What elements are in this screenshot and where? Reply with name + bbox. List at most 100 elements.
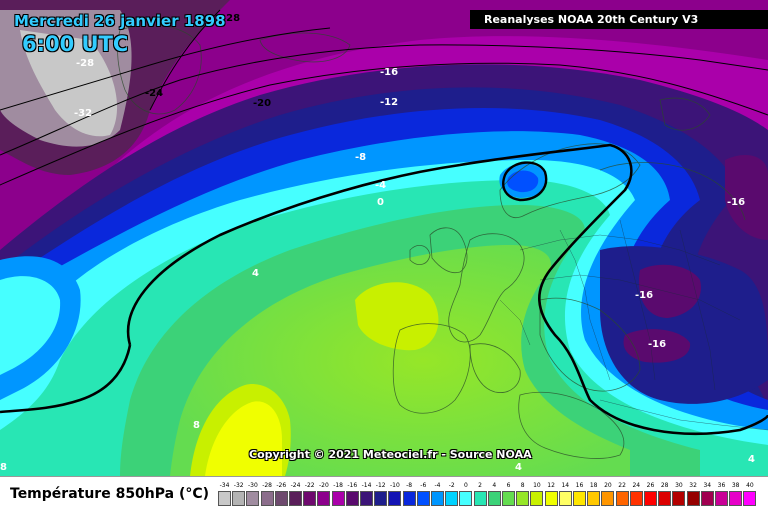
legend-swatch: 26 [644, 481, 657, 509]
color-legend: Température 850hPa (°C) -34 -32 -30 -28 -26-… [0, 476, 768, 512]
legend-tick-label: 40 [746, 482, 754, 489]
legend-swatch: 32 [686, 481, 700, 509]
legend-swatch: 4 [487, 481, 501, 509]
legend-color-box [530, 491, 544, 506]
legend-color-box [729, 491, 743, 506]
legend-swatch: 40 [743, 481, 757, 509]
legend-tick-label: -34 [219, 482, 230, 489]
legend-color-box [360, 491, 373, 506]
legend-swatch: -16 [345, 481, 359, 509]
legend-swatches: -34 -32 -30 -28 -26 -24 -22 -20 -18 -16 -14 -12 -10-… [218, 481, 764, 509]
norway-isotherm-loop [502, 161, 548, 202]
legend-color-box [388, 491, 402, 506]
legend-color-box [317, 491, 331, 506]
legend-tick-label: -14 [361, 482, 372, 489]
temperature-map: -28 -28 -24 -32 -20 -16 -12 -8 -4 0 4 8 … [0, 0, 768, 476]
russia-cold-core-3 [725, 155, 768, 240]
legend-color-box [502, 491, 515, 506]
isotherm-label: 8 [193, 420, 200, 431]
legend-swatch: -6 [416, 481, 430, 509]
legend-tick-label: 32 [689, 482, 697, 489]
legend-color-box [431, 491, 444, 506]
legend-swatch: 24 [629, 481, 643, 509]
legend-color-box [274, 491, 288, 506]
legend-tick-label: 10 [533, 482, 541, 489]
legend-color-box [743, 491, 757, 506]
legend-tick-label: 20 [604, 482, 612, 489]
legend-swatch: 18 [587, 481, 601, 509]
legend-swatch: 16 [573, 481, 586, 509]
legend-swatch: -22 [303, 481, 317, 509]
isotherm-label: -16 [648, 339, 666, 350]
legend-tick-label: -10 [389, 482, 400, 489]
legend-tick-label: -26 [276, 482, 287, 489]
legend-swatch: 38 [729, 481, 743, 509]
legend-tick-label: 34 [703, 482, 712, 489]
legend-swatch: 6 [502, 481, 515, 509]
legend-swatch: 0 [459, 481, 473, 509]
legend-color-box [544, 491, 558, 506]
legend-tick-label: 0 [463, 482, 468, 489]
legend-swatch: -34 [218, 481, 231, 509]
legend-tick-label: -8 [406, 482, 413, 489]
russia-cold-core-2 [623, 329, 691, 363]
isotherm-label: -12 [380, 97, 398, 108]
legend-tick-label: -6 [420, 482, 427, 489]
legend-tick-label: -30 [247, 482, 258, 489]
legend-tick-label: -24 [290, 482, 301, 489]
isotherm-label: -16 [727, 197, 745, 208]
legend-swatch: -12 [374, 481, 388, 509]
legend-swatch: -28 [260, 481, 274, 509]
atlantic-cold-tongue-inner [0, 276, 61, 375]
legend-swatch: 2 [473, 481, 487, 509]
isotherm-label: 8 [0, 462, 7, 473]
legend-swatch: -30 [246, 481, 260, 509]
legend-color-box [672, 491, 686, 506]
legend-tick-label: 24 [632, 482, 641, 489]
legend-tick-label: 8 [520, 482, 525, 489]
legend-swatch: -14 [360, 481, 373, 509]
legend-color-box [345, 491, 359, 506]
legend-swatch: 22 [615, 481, 629, 509]
legend-color-box [601, 491, 615, 506]
legend-swatch: 14 [558, 481, 572, 509]
legend-color-box [459, 491, 473, 506]
legend-color-box [615, 491, 629, 506]
legend-swatch: -18 [331, 481, 345, 509]
legend-swatch: -26 [274, 481, 288, 509]
map-time-title: 6:00 UTC [22, 32, 129, 56]
isotherm-label: -32 [74, 108, 92, 119]
legend-tick-label: -2 [448, 482, 455, 489]
legend-color-box [416, 491, 430, 506]
legend-tick-label: -12 [375, 482, 386, 489]
isotherm-label: -28 [76, 58, 94, 69]
legend-tick-label: 30 [675, 482, 683, 489]
legend-tick-label: 6 [506, 482, 511, 489]
warm-blob-8 [355, 282, 439, 351]
legend-swatch: 30 [672, 481, 686, 509]
legend-color-box [487, 491, 501, 506]
legend-color-box [246, 491, 260, 506]
legend-color-box [218, 491, 231, 506]
legend-tick-label: 22 [618, 482, 626, 489]
country-borders [499, 219, 768, 431]
isotherm-label: -8 [355, 152, 366, 163]
legend-tick-label: 36 [717, 482, 726, 489]
legend-tick-label: 28 [660, 482, 669, 489]
legend-tick-label: -16 [347, 482, 358, 489]
legend-swatch: 10 [530, 481, 544, 509]
isotherm-label: -16 [380, 67, 398, 78]
legend-swatch: 20 [601, 481, 615, 509]
legend-color-box [644, 491, 657, 506]
legend-swatch: 34 [700, 481, 714, 509]
legend-swatch: 28 [658, 481, 672, 509]
legend-color-box [374, 491, 388, 506]
legend-tick-label: -20 [318, 482, 329, 489]
legend-swatch: 12 [544, 481, 558, 509]
legend-tick-label: 26 [646, 482, 655, 489]
legend-color-box [686, 491, 700, 506]
thin-isotherms [0, 9, 768, 186]
zero-isotherm-western-loop [0, 344, 132, 414]
legend-tick-label: -18 [333, 482, 343, 489]
isotherm-label: -16 [635, 290, 653, 301]
